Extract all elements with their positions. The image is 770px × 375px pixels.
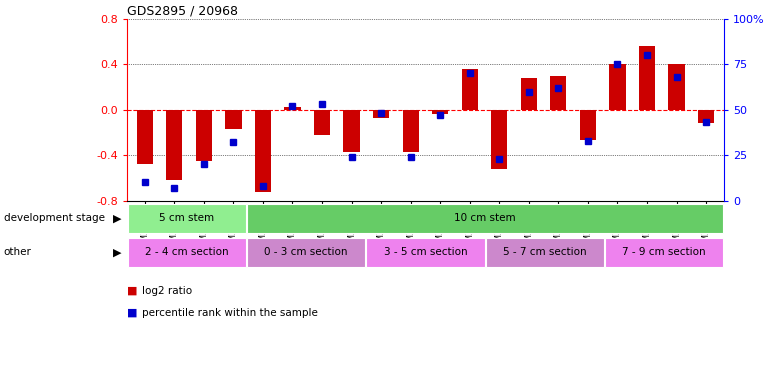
Bar: [639, 46, 655, 110]
Text: development stage: development stage: [4, 213, 105, 223]
Text: 7 - 9 cm section: 7 - 9 cm section: [622, 247, 706, 257]
Bar: [609, 64, 625, 109]
Bar: [166, 110, 182, 180]
Bar: [521, 78, 537, 110]
Bar: [255, 110, 271, 192]
Text: 0 - 3 cm section: 0 - 3 cm section: [264, 247, 348, 257]
Bar: [136, 110, 153, 164]
Text: 3 - 5 cm section: 3 - 5 cm section: [383, 247, 467, 257]
Bar: [432, 110, 448, 114]
Text: 5 cm stem: 5 cm stem: [159, 213, 214, 223]
Bar: [247, 237, 365, 267]
Bar: [403, 110, 419, 152]
Bar: [343, 110, 360, 152]
Text: ▶: ▶: [112, 213, 122, 223]
Bar: [247, 204, 723, 233]
Bar: [367, 237, 484, 267]
Text: ■: ■: [127, 308, 138, 318]
Text: percentile rank within the sample: percentile rank within the sample: [142, 308, 318, 318]
Bar: [128, 237, 246, 267]
Text: ■: ■: [127, 286, 138, 296]
Bar: [668, 64, 685, 109]
Text: 2 - 4 cm section: 2 - 4 cm section: [145, 247, 229, 257]
Bar: [461, 69, 478, 110]
Text: 5 - 7 cm section: 5 - 7 cm section: [503, 247, 587, 257]
Bar: [580, 110, 596, 140]
Text: other: other: [4, 247, 32, 257]
Bar: [605, 237, 723, 267]
Bar: [314, 110, 330, 135]
Text: GDS2895 / 20968: GDS2895 / 20968: [127, 4, 238, 18]
Text: log2 ratio: log2 ratio: [142, 286, 192, 296]
Bar: [373, 110, 390, 118]
Text: 10 cm stem: 10 cm stem: [454, 213, 516, 223]
Bar: [226, 110, 242, 129]
Bar: [491, 110, 507, 169]
Bar: [486, 237, 604, 267]
Bar: [698, 110, 715, 123]
Bar: [128, 204, 246, 233]
Bar: [284, 107, 300, 109]
Bar: [551, 76, 567, 109]
Bar: [196, 110, 212, 161]
Text: ▶: ▶: [112, 247, 122, 257]
